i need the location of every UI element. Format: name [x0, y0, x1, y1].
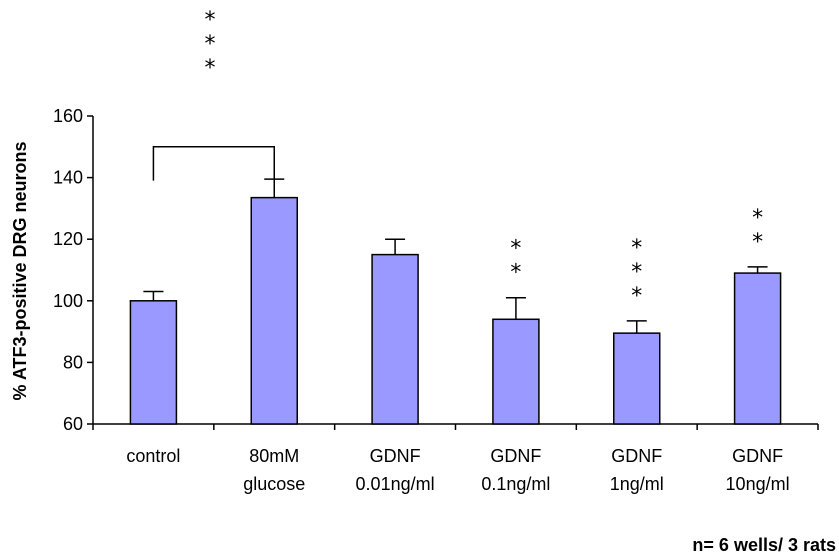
bars — [129, 178, 782, 425]
category-label: GDNF — [490, 446, 541, 466]
category-labels: control 80mM glucose GDNF 0.01ng/ml GDNF 0.1ng… — [126, 446, 789, 494]
bar — [250, 196, 298, 425]
y-tick-label: 80 — [63, 352, 83, 372]
comparison-bracket — [152, 146, 275, 181]
bar — [733, 272, 782, 425]
significance-asterisk: * — [510, 237, 521, 262]
y-tick-label: 60 — [63, 414, 83, 434]
category-label: 80mM — [249, 446, 299, 466]
category-label: GDNF — [370, 446, 421, 466]
significance-asterisk: * — [205, 32, 216, 57]
category-label: control — [126, 446, 180, 466]
bar — [613, 332, 661, 425]
significance-asterisk: * — [205, 8, 216, 33]
category-label: 1ng/ml — [610, 474, 664, 494]
bar — [129, 300, 178, 425]
sample-size-note: n= 6 wells/ 3 rats — [692, 535, 836, 555]
significance-asterisk: * — [752, 206, 763, 231]
y-axis-label: % ATF3-positive DRG neurons — [10, 141, 30, 400]
significance-asterisk: * — [631, 260, 642, 285]
bar — [492, 318, 540, 425]
category-label: 0.1ng/ml — [481, 474, 550, 494]
significance-asterisk: * — [205, 56, 216, 81]
category-label: GDNF — [611, 446, 662, 466]
y-tick-label: 120 — [53, 229, 83, 249]
y-tick-label: 140 — [53, 168, 83, 188]
y-tick-label: 160 — [53, 106, 83, 126]
significance-asterisk: * — [631, 284, 642, 309]
significance-asterisk: * — [752, 230, 763, 255]
bar — [371, 253, 419, 425]
significance-asterisk: * — [631, 236, 642, 261]
category-label: 10ng/ml — [726, 474, 790, 494]
significance-markers: ********** — [152, 8, 763, 309]
category-label: 0.01ng/ml — [356, 474, 435, 494]
significance-asterisk: * — [510, 261, 521, 286]
axes: 60 80 100 120 140 160 — [53, 106, 819, 434]
y-tick-label: 100 — [53, 291, 83, 311]
category-label: glucose — [243, 474, 305, 494]
category-label: GDNF — [732, 446, 783, 466]
